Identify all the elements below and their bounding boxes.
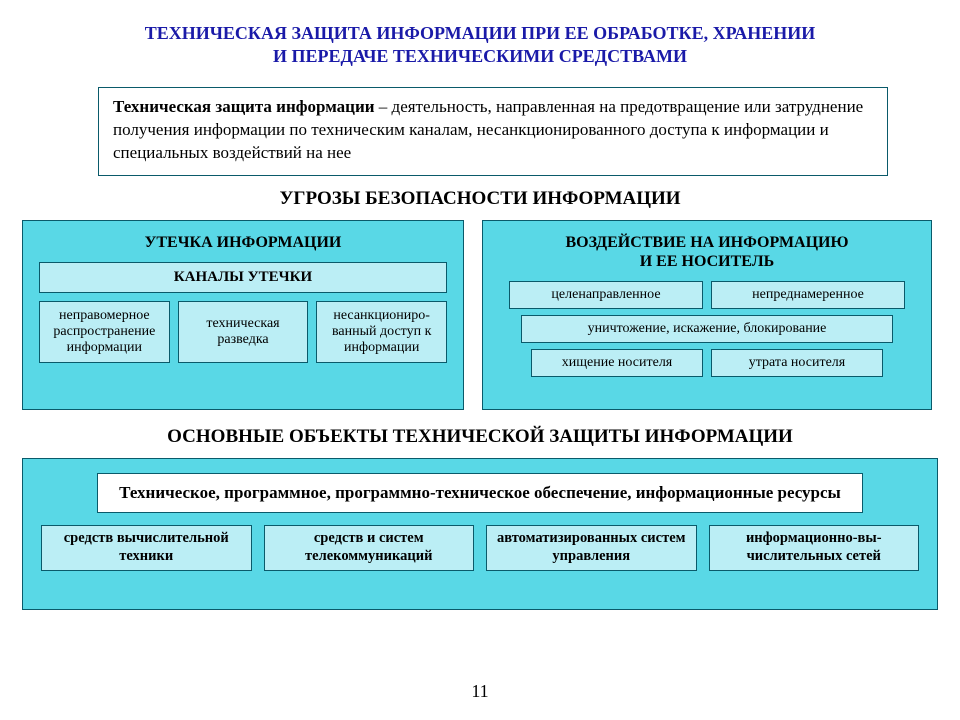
leak-leaf-2: техническая разведка — [178, 301, 309, 363]
definition-box: Техническая защита информации – деятельн… — [98, 87, 888, 176]
leak-leaf-3: несанкциониро­ванный доступ к информации — [316, 301, 447, 363]
objects-heading: ОСНОВНЫЕ ОБЪЕКТЫ ТЕХНИЧЕСКОЙ ЗАЩИТЫ ИНФО… — [0, 426, 960, 448]
objects-panel: Техническое, программное, программно-тех… — [22, 458, 938, 610]
impact-bot-2: утрата носителя — [711, 349, 883, 377]
leak-leaf-1: неправомерное распространение информации — [39, 301, 170, 363]
threats-row: УТЕЧКА ИНФОРМАЦИИ КАНАЛЫ УТЕЧКИ неправом… — [0, 220, 960, 410]
main-title: ТЕХНИЧЕСКАЯ ЗАЩИТА ИНФОРМАЦИИ ПРИ ЕЕ ОБР… — [0, 0, 960, 77]
objects-row: средств вычислительной техники средств и… — [35, 525, 925, 571]
obj-leaf-1: средств вычислительной техники — [41, 525, 252, 571]
definition-term: Техническая защита информации — [113, 97, 375, 116]
impact-top-row: целенаправленное непреднамеренное — [491, 281, 923, 315]
objects-top-bar: Техническое, программное, программно-тех… — [97, 473, 863, 513]
impact-top-2: непреднамеренное — [711, 281, 905, 309]
threat-panel-impact: ВОЗДЕЙСТВИЕ НА ИНФОРМАЦИЮ И ЕЕ НОСИТЕЛЬ … — [482, 220, 932, 410]
impact-top-1: целенаправленное — [509, 281, 703, 309]
title-line-1: ТЕХНИЧЕСКАЯ ЗАЩИТА ИНФОРМАЦИИ ПРИ ЕЕ ОБР… — [40, 22, 920, 45]
obj-leaf-2: средств и систем телекоммуникаций — [264, 525, 475, 571]
threats-heading: УГРОЗЫ БЕЗОПАСНОСТИ ИНФОРМАЦИИ — [0, 188, 960, 210]
obj-leaf-4: информационно-вы­числительных сетей — [709, 525, 920, 571]
impact-bot-1: хищение носителя — [531, 349, 703, 377]
leak-channels-bar: КАНАЛЫ УТЕЧКИ — [39, 262, 447, 293]
obj-leaf-3: автоматизированных систем управления — [486, 525, 697, 571]
impact-bot-row: хищение носителя утрата носителя — [491, 349, 923, 377]
title-line-2: И ПЕРЕДАЧЕ ТЕХНИЧЕСКИМИ СРЕДСТВАМИ — [40, 45, 920, 68]
impact-mid: уничтожение, искажение, блокирование — [521, 315, 893, 343]
impact-header: ВОЗДЕЙСТВИЕ НА ИНФОРМАЦИЮ И ЕЕ НОСИТЕЛЬ — [491, 227, 923, 281]
leak-leaf-row: неправомерное распространение информации… — [31, 301, 455, 363]
threat-panel-leak: УТЕЧКА ИНФОРМАЦИИ КАНАЛЫ УТЕЧКИ неправом… — [22, 220, 464, 410]
leak-header: УТЕЧКА ИНФОРМАЦИИ — [31, 227, 455, 262]
page-number: 11 — [471, 681, 488, 702]
